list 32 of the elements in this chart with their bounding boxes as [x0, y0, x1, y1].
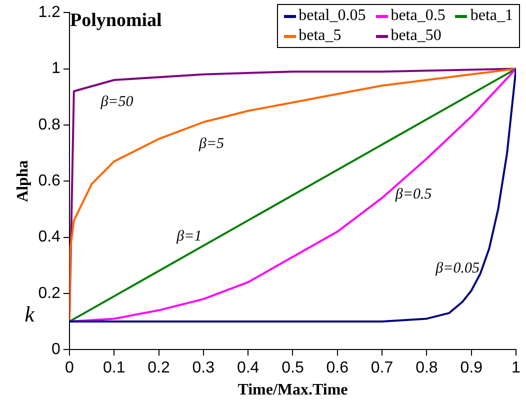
y-tick-label: 0.4 [38, 228, 61, 246]
annotation: β=0.5 [394, 186, 432, 203]
x-tick-label: 0.1 [102, 360, 126, 377]
x-tick-label: 0.3 [192, 360, 215, 377]
y-tick-label: 0 [52, 341, 61, 358]
y-tick-label: 1 [52, 60, 61, 78]
annotation: β=50 [100, 94, 134, 110]
text: k [24, 302, 36, 327]
x-tick-label: 0.2 [148, 360, 170, 377]
legend-label: beta_1 [469, 7, 513, 25]
y-tick-label: 0.8 [38, 116, 61, 134]
legend-label: beta_5 [298, 27, 342, 45]
x-tick-label: 1 [512, 360, 521, 377]
annotation: β=5 [198, 136, 225, 152]
x-tick-label: 0 [64, 360, 74, 377]
y-axis-title: Alpha [14, 160, 32, 202]
x-tick-label: 0.7 [370, 360, 394, 377]
x-tick-label: 0.5 [282, 360, 304, 377]
x-tick-label: 0.4 [236, 360, 260, 377]
legend-label: betal_0.05 [298, 7, 366, 25]
annotation: β=0.05 [434, 260, 480, 277]
y-tick-label: 1.2 [38, 4, 61, 22]
y-tick-label: 0.6 [38, 172, 61, 190]
chart-title: Polynomial [70, 10, 162, 32]
x-tick-label: 0.8 [416, 360, 438, 377]
x-tick-label: 0.9 [460, 360, 483, 377]
y-tick-label: 0.2 [38, 284, 61, 302]
x-tick-label: 0.6 [326, 360, 349, 377]
annotation: β=1 [176, 228, 202, 245]
legend-label: beta_50 [390, 27, 442, 45]
x-axis-title: Time/Max.Time [238, 382, 348, 399]
legend-label: beta_0.5 [390, 7, 446, 25]
